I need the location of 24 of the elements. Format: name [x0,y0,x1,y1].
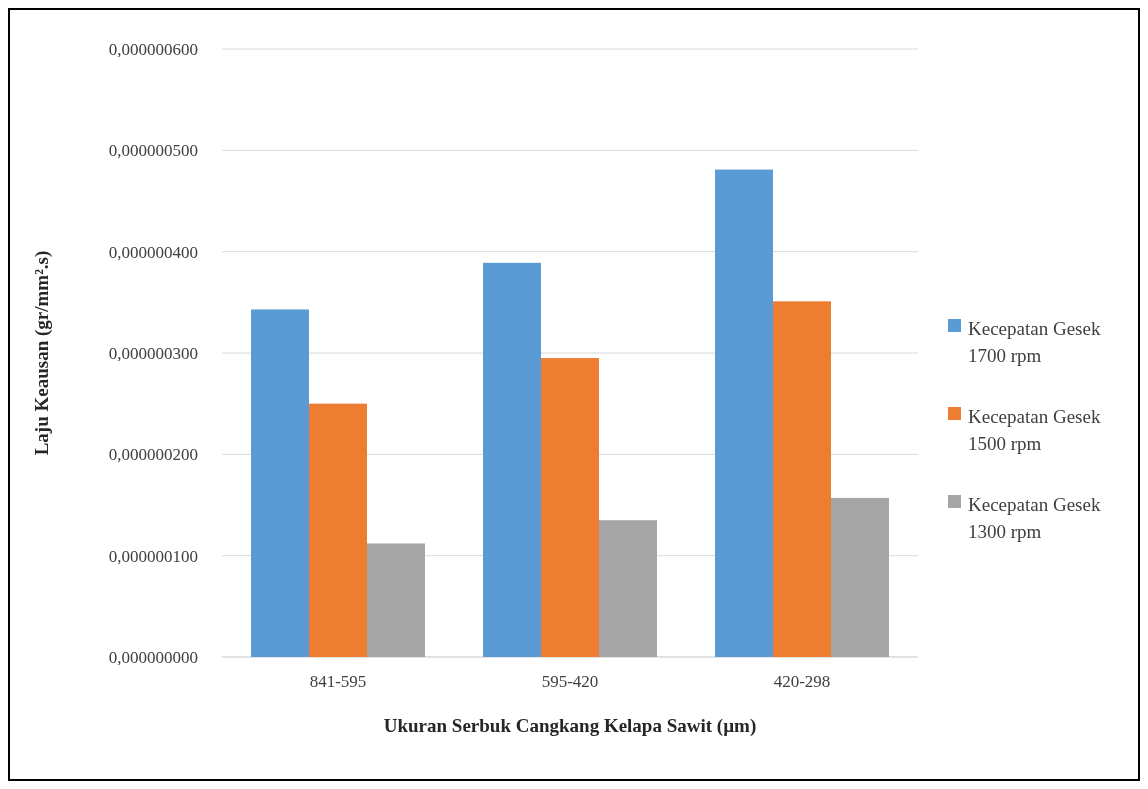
bar [251,309,309,657]
x-axis-title: Ukuran Serbuk Cangkang Kelapa Sawit (µm) [383,715,757,737]
legend-label: Kecepatan Gesek 1500 rpm [968,405,1101,455]
bar [599,520,657,657]
x-tick-label: 420-298 [773,672,831,691]
x-tick-label: 841-595 [309,672,367,691]
y-tick-label: 0,000000100 [108,546,198,566]
bar [773,301,831,657]
legend-label: Kecepatan Gesek 1700 rpm [968,317,1101,367]
y-tick-label: 0,000000300 [108,343,198,363]
y-axis-title: Laju Keausan (gr/mm².s) [31,250,53,456]
bar [483,262,541,657]
y-tick-label: 0,000000600 [108,39,198,59]
x-tick-label: 595-420 [541,672,599,691]
bar [541,358,599,657]
bar [831,497,889,657]
bar [367,543,425,657]
y-tick-label: 0,000000200 [108,445,198,465]
y-tick-label: 0,000000500 [108,141,198,161]
y-tick-label: 0,000000000 [108,647,198,667]
legend-label: Kecepatan Gesek 1300 rpm [968,493,1101,543]
y-tick-label: 0,000000400 [108,242,198,262]
bar [715,169,773,657]
bar [309,403,367,657]
